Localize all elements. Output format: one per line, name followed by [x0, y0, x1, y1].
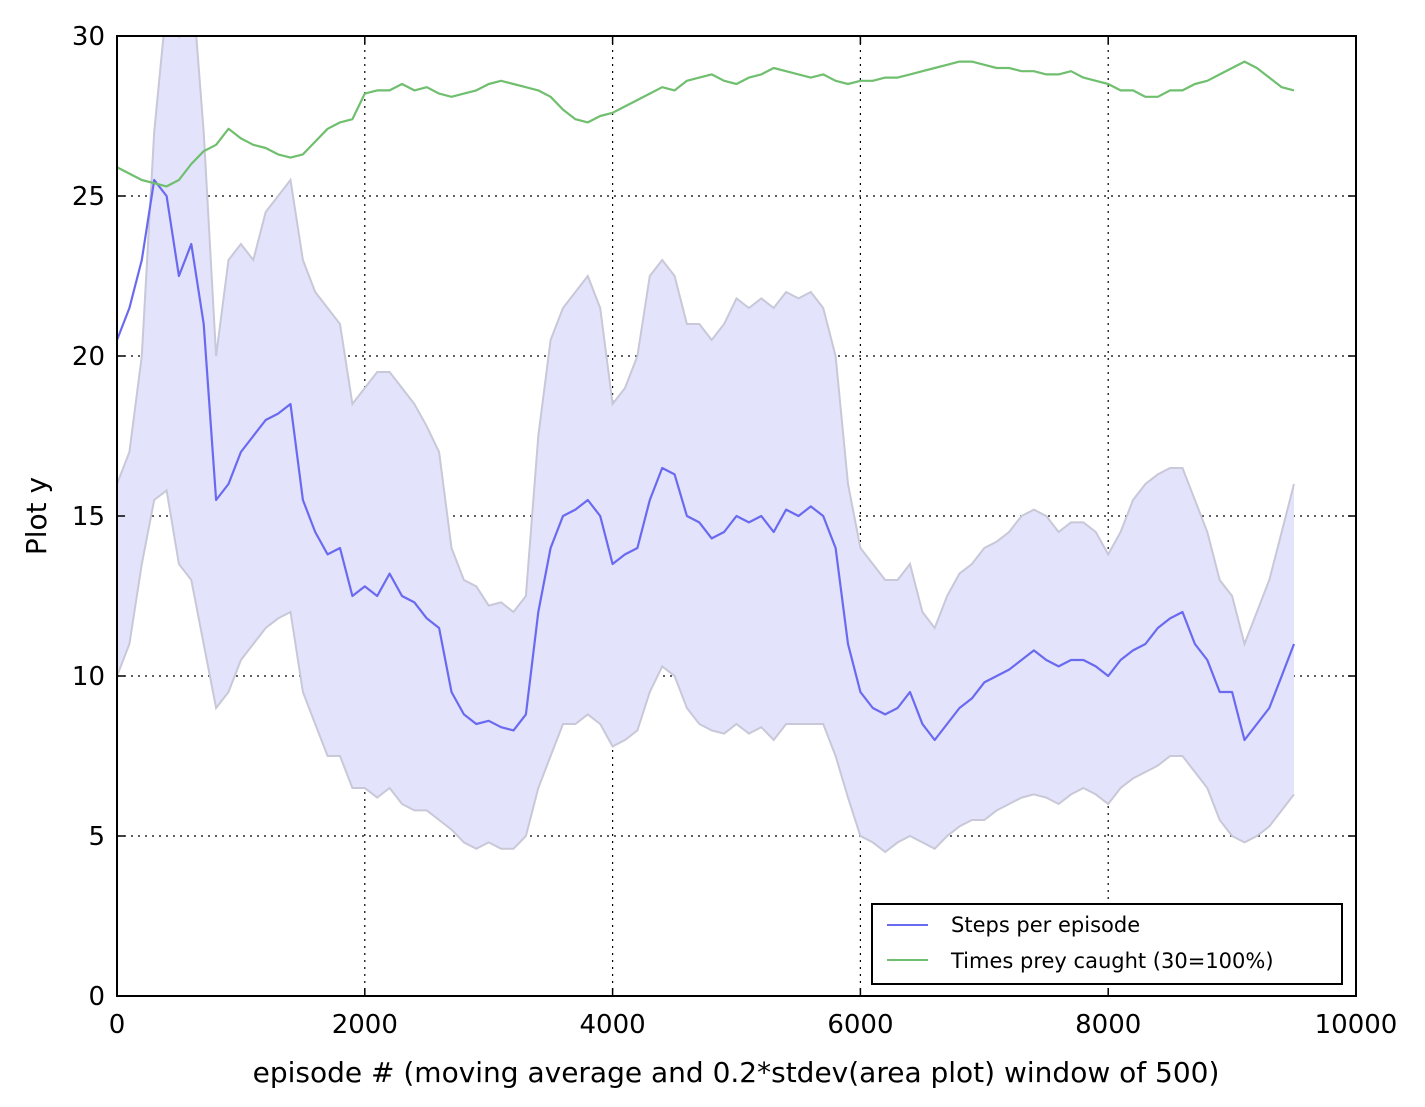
y-tick-label: 0: [88, 982, 105, 1012]
x-tick-label: 4000: [580, 1010, 646, 1040]
axis-ticks: [116, 35, 1357, 997]
legend-label-steps: Steps per episode: [951, 913, 1140, 937]
tick-labels: 0 2000 4000 6000 8000 10000 0 5 10 15 20 25 30: [72, 22, 1397, 1040]
x-tick-label: 2000: [332, 1010, 398, 1040]
stdev-band-lower-edge: [117, 488, 1295, 854]
x-tick-label: 10000: [1315, 1010, 1398, 1040]
y-tick-label: 20: [72, 342, 105, 372]
x-axis-label: episode # (moving average and 0.2*stdev(…: [253, 1056, 1220, 1089]
x-tick-label: 8000: [1075, 1010, 1141, 1040]
series-line-prey: [117, 60, 1295, 188]
x-tick-label: 0: [109, 1010, 126, 1040]
series-line-steps: [117, 178, 1296, 742]
series-lines: [117, 60, 1296, 742]
legend-box: [871, 903, 1343, 985]
y-tick-label: 25: [72, 182, 105, 212]
y-axis-label: Plot y: [20, 477, 53, 555]
stdev-band-upper-edge: [117, 36, 1295, 648]
legend-label-prey: Times prey caught (30=100%): [950, 949, 1274, 973]
y-tick-label: 30: [72, 22, 105, 52]
y-tick-label: 15: [72, 502, 105, 532]
y-tick-label: 5: [88, 822, 105, 852]
x-tick-label: 6000: [827, 1010, 893, 1040]
legend: Steps per episode Times prey caught (30=…: [871, 903, 1343, 985]
y-tick-label: 10: [72, 662, 105, 692]
stdev-band: [117, 36, 1295, 854]
stdev-band-area: [117, 36, 1294, 852]
